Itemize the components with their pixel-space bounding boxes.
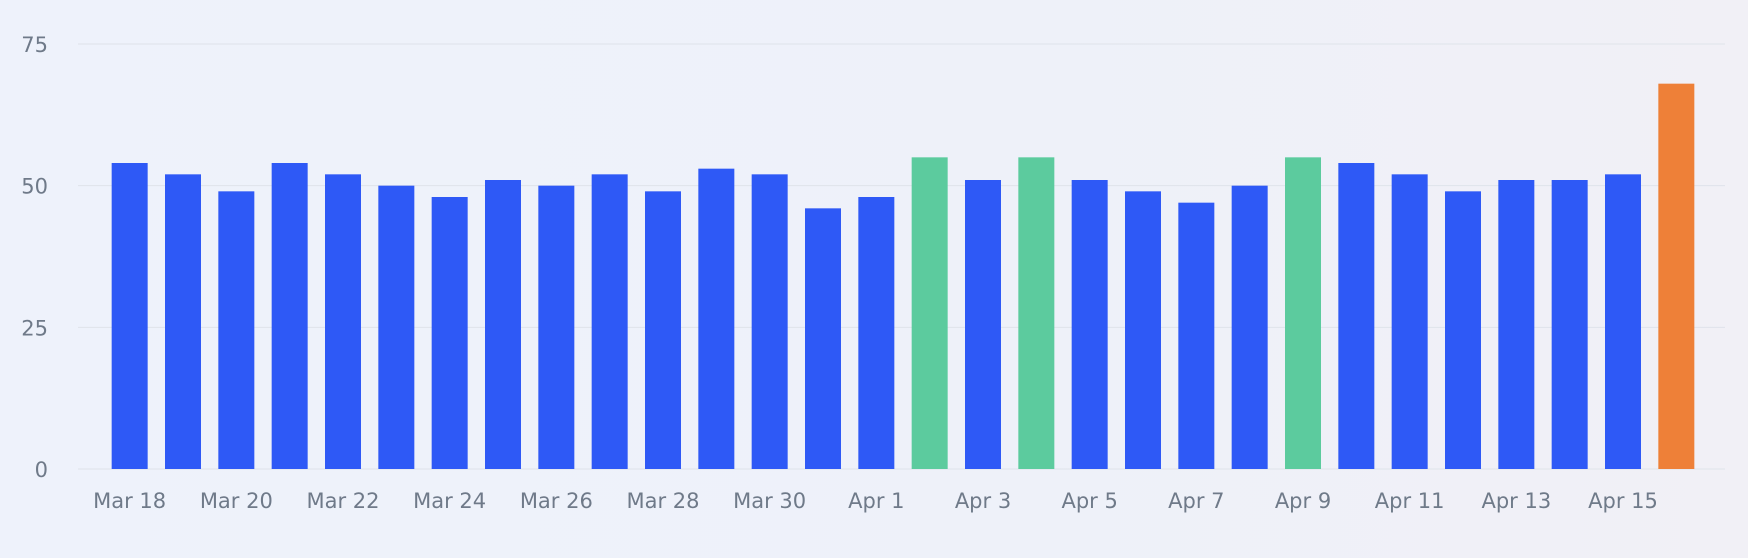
y-axis-ticks: 0 25 50 75 xyxy=(21,33,48,482)
bar-apr-6[interactable] xyxy=(1125,191,1161,470)
bar-apr-2[interactable] xyxy=(911,157,948,470)
bar-apr-4[interactable] xyxy=(1018,157,1055,470)
y-tick-label: 50 xyxy=(21,175,48,199)
bar-apr-13[interactable] xyxy=(1498,180,1535,469)
bar-mar-21[interactable] xyxy=(271,163,308,469)
bars xyxy=(111,83,1695,470)
bar-apr-5[interactable] xyxy=(1071,180,1108,469)
bar-mar-25[interactable] xyxy=(485,180,521,469)
bar-apr-7[interactable] xyxy=(1178,202,1215,469)
bar-apr-3[interactable] xyxy=(965,180,1001,469)
bar-apr-16[interactable] xyxy=(1658,83,1695,470)
x-tick-label: Apr 1 xyxy=(848,489,904,513)
x-tick-label: Mar 24 xyxy=(413,489,486,513)
x-tick-label: Mar 26 xyxy=(520,489,593,513)
x-tick-label: Apr 9 xyxy=(1275,489,1331,513)
bar-mar-18[interactable] xyxy=(111,163,148,469)
bar-apr-12[interactable] xyxy=(1445,191,1481,470)
bar-mar-23[interactable] xyxy=(378,185,415,469)
bar-mar-31[interactable] xyxy=(805,208,841,470)
x-tick-label: Mar 28 xyxy=(626,489,699,513)
x-axis-ticks: Mar 18 Mar 20 Mar 22 Mar 24 Mar 26 Mar 28 Mar … xyxy=(93,489,1658,513)
bar-mar-30[interactable] xyxy=(751,174,788,470)
bar-apr-15[interactable] xyxy=(1605,174,1641,470)
bar-apr-9[interactable] xyxy=(1285,157,1321,470)
bar-mar-28[interactable] xyxy=(645,191,681,470)
x-tick-label: Apr 7 xyxy=(1168,489,1224,513)
y-tick-label: 0 xyxy=(35,458,48,482)
bar-mar-27[interactable] xyxy=(591,174,628,470)
x-tick-label: Mar 20 xyxy=(200,489,273,513)
x-tick-label: Mar 22 xyxy=(306,489,379,513)
x-tick-label: Apr 5 xyxy=(1061,489,1117,513)
bar-apr-10[interactable] xyxy=(1338,163,1375,469)
bar-apr-1[interactable] xyxy=(858,197,895,469)
x-tick-label: Mar 30 xyxy=(733,489,806,513)
bar-mar-19[interactable] xyxy=(165,174,201,470)
bar-apr-14[interactable] xyxy=(1551,180,1588,469)
bar-apr-8[interactable] xyxy=(1231,185,1268,469)
bar-mar-24[interactable] xyxy=(431,197,468,469)
bar-mar-20[interactable] xyxy=(218,191,255,470)
x-tick-label: Apr 15 xyxy=(1588,489,1658,513)
x-tick-label: Apr 11 xyxy=(1375,489,1445,513)
y-tick-label: 75 xyxy=(21,33,48,57)
x-tick-label: Apr 13 xyxy=(1481,489,1551,513)
bar-apr-11[interactable] xyxy=(1391,174,1428,470)
y-tick-label: 25 xyxy=(21,316,48,340)
x-tick-label: Mar 18 xyxy=(93,489,166,513)
bar-mar-26[interactable] xyxy=(538,185,575,469)
bar-mar-22[interactable] xyxy=(325,174,361,470)
bar-mar-29[interactable] xyxy=(698,168,735,469)
x-tick-label: Apr 3 xyxy=(955,489,1011,513)
